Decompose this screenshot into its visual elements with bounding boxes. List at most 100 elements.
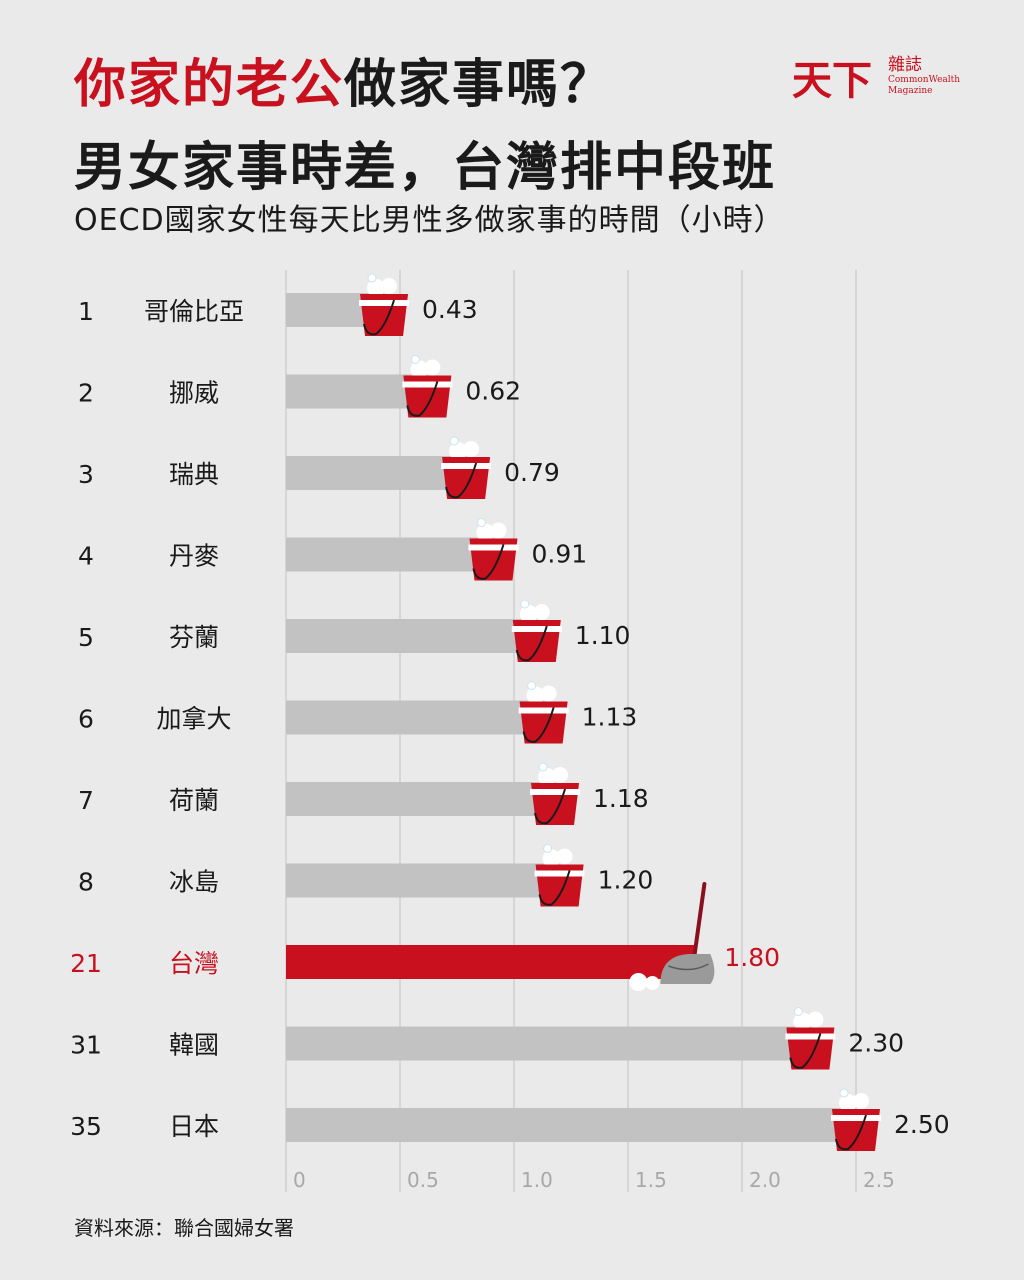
bucket-band: [534, 870, 585, 877]
title-rest: 做家事嗎？: [344, 55, 615, 115]
bucket-foam: [381, 278, 398, 294]
chart-subtitle: OECD國家女性每天比男性多做家事的時間（小時）: [74, 203, 785, 238]
bucket-bubble: [527, 681, 537, 690]
value-label: 2.50: [894, 1110, 950, 1139]
rank-label: 3: [78, 460, 94, 489]
bucket-handle: [835, 1114, 867, 1151]
value-label: 1.80: [724, 943, 780, 972]
bucket-bubble: [543, 844, 553, 853]
x-tick-label: 0.5: [407, 1168, 439, 1192]
bar: [286, 537, 494, 572]
bucket-band: [468, 544, 519, 551]
bucket-band: [831, 1115, 881, 1121]
bucket-bubble: [367, 273, 377, 283]
bucket-band: [785, 1033, 836, 1040]
bucket-foam: [490, 522, 507, 539]
bucket-foam: [367, 279, 386, 297]
mop-strands: [668, 963, 709, 971]
rank-label: 21: [70, 949, 102, 978]
bar: [286, 945, 697, 979]
bucket-band: [530, 789, 581, 795]
rank-label: 31: [70, 1031, 102, 1060]
bucket-bubble: [449, 436, 459, 446]
bucket-foam: [538, 768, 557, 786]
rank-label: 6: [78, 705, 94, 734]
value-label: 0.62: [465, 377, 521, 406]
bucket-bubble: [476, 518, 486, 527]
bucket-foam: [807, 1011, 824, 1028]
category-label: 加拿大: [156, 705, 231, 734]
bucket-handle: [472, 544, 505, 580]
rank-label: 1: [78, 297, 94, 326]
bar-chart: 0 0.5 1.0 1.5 2.0 2.5 1 哥倫比亞 0.43 2 挪威 0.62 3 瑞典 0.79 4…: [70, 270, 950, 1192]
bucket-foam: [556, 848, 573, 865]
title-line-1: 你家的老公做家事嗎？: [74, 42, 614, 117]
category-label: 瑞典: [169, 460, 219, 489]
bar-row: 3 瑞典 0.79: [78, 436, 560, 499]
category-label: 台灣: [169, 949, 219, 978]
bucket-handle: [363, 299, 395, 336]
bucket-foam: [540, 685, 557, 702]
title-line-2: 男女家事時差，台灣排中段班: [74, 138, 777, 198]
category-label: 韓國: [169, 1031, 219, 1060]
source-note: 資料來源：聯合國婦女署: [74, 1216, 294, 1240]
value-label: 1.10: [575, 621, 631, 650]
value-label: 1.20: [598, 866, 654, 895]
bar-row: 31 韓國 2.30: [70, 1007, 904, 1070]
bucket-bubble: [839, 1088, 849, 1098]
bar-row: 7 荷蘭 1.18: [78, 762, 649, 825]
bucket-bubble: [410, 355, 420, 364]
rank-label: 4: [78, 542, 94, 571]
bucket-handle: [515, 625, 548, 662]
rank-label: 35: [70, 1112, 102, 1141]
rank-label: 2: [78, 379, 94, 408]
bucket-foam: [526, 686, 545, 705]
bucket-band: [518, 707, 569, 714]
bar: [286, 456, 467, 490]
mop-foam: [645, 976, 660, 990]
category-label: 哥倫比亞: [144, 297, 244, 326]
bucket-handle: [522, 707, 555, 743]
bucket-bubble: [538, 762, 548, 772]
bar-row: 1 哥倫比亞 0.43: [78, 273, 478, 336]
bucket-foam: [476, 523, 495, 542]
logo-sub-text: 雜誌: [888, 55, 922, 75]
x-tick-label: 1.5: [635, 1168, 667, 1192]
title-accent: 你家的老公: [74, 55, 345, 115]
rank-label: 5: [78, 623, 94, 652]
category-label: 荷蘭: [169, 786, 219, 815]
bucket-handle: [534, 788, 566, 825]
bar: [286, 1108, 856, 1142]
bar: [286, 700, 544, 735]
bar: [286, 782, 556, 816]
bar-row: 5 芬蘭 1.10: [78, 599, 631, 662]
value-label: 2.30: [848, 1029, 904, 1058]
bucket-foam: [853, 1093, 869, 1109]
category-label: 挪威: [169, 379, 219, 408]
value-label: 1.13: [582, 703, 638, 732]
bar-row: 2 挪威 0.62: [78, 355, 521, 418]
bucket-foam: [542, 849, 561, 868]
category-label: 芬蘭: [169, 623, 219, 652]
mop-foam: [629, 973, 648, 991]
bucket-band: [511, 626, 562, 632]
bar-row: 35 日本 2.50: [70, 1088, 950, 1151]
bar-row: 4 丹麥 0.91: [78, 518, 587, 581]
bucket-foam: [449, 442, 468, 460]
bar-row: 8 冰島 1.20: [78, 844, 654, 907]
bucket-band: [441, 463, 492, 469]
logo-en-line-1: CommonWealth: [888, 75, 961, 85]
bucket-band: [402, 381, 453, 388]
bar-row: 6 加拿大 1.13: [78, 681, 638, 744]
bucket-handle: [406, 381, 439, 417]
bar: [286, 374, 428, 409]
logo-main-text: 天下: [792, 57, 872, 104]
value-label: 0.79: [504, 458, 560, 487]
bucket-band: [359, 300, 410, 306]
logo-en-line-2: Magazine: [888, 86, 933, 96]
rank-label: 8: [78, 868, 94, 897]
bar: [286, 619, 537, 653]
category-label: 日本: [169, 1112, 219, 1141]
x-tick-label: 2.0: [749, 1168, 781, 1192]
category-label: 冰島: [169, 868, 219, 897]
